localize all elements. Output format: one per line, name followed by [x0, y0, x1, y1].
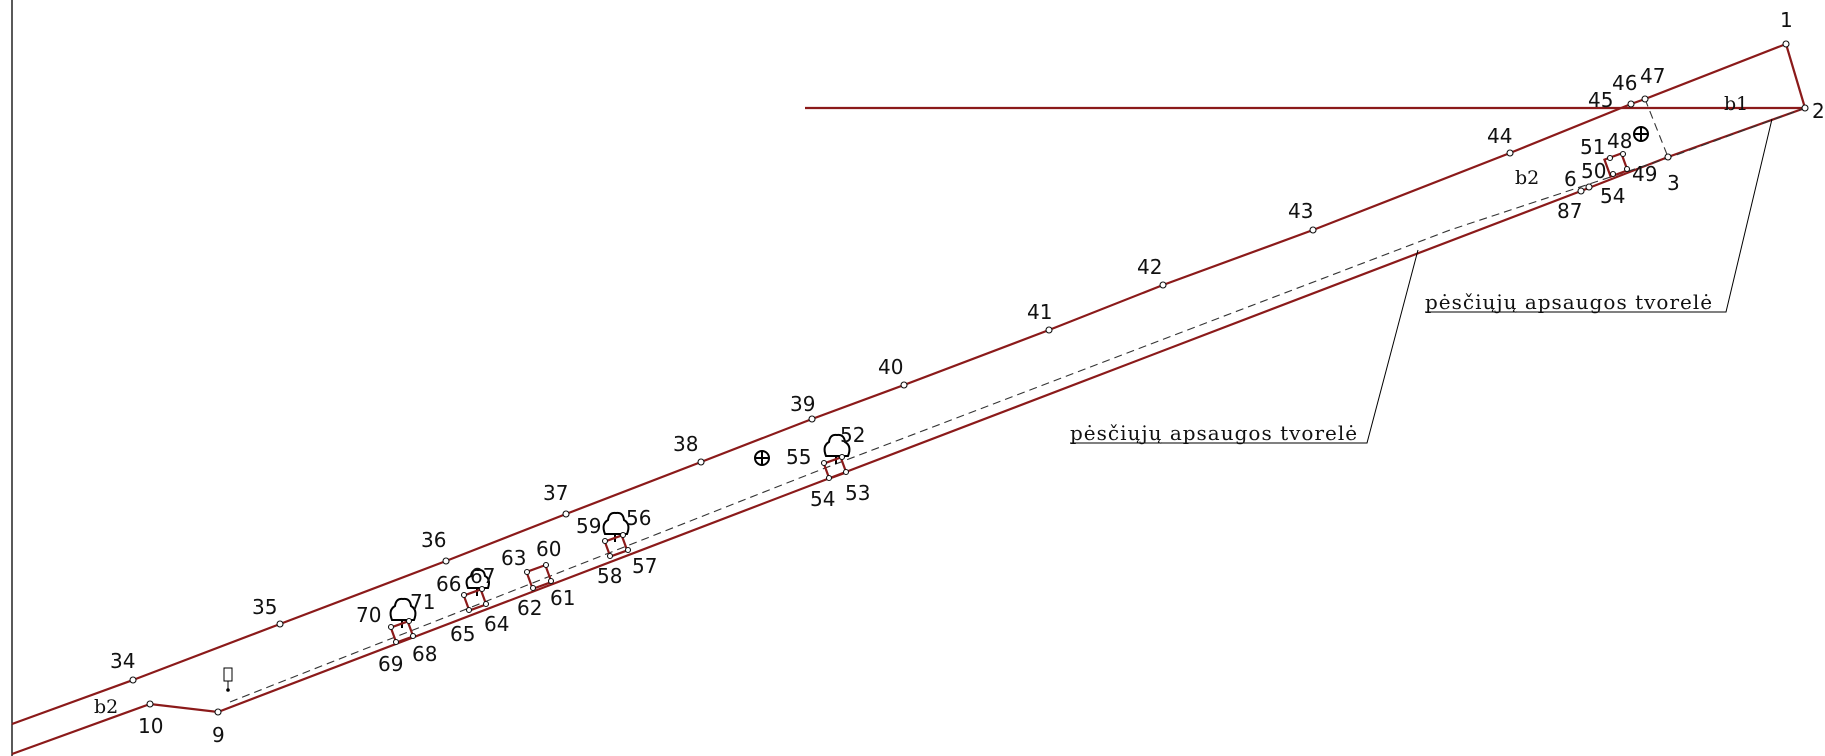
point-label-54a: 54	[1600, 184, 1625, 208]
point-label-37: 37	[543, 481, 568, 505]
point-label-58: 58	[597, 564, 622, 588]
callout-leader-upper	[1425, 118, 1773, 313]
callout-label-upper: pėsčiųjų apsaugos tvorelė	[1425, 290, 1713, 314]
point-label-49: 49	[1632, 162, 1657, 186]
point-label-39: 39	[790, 392, 815, 416]
point-label-52: 52	[840, 423, 865, 447]
point-label-68: 68	[412, 642, 437, 666]
point-label-51: 51	[1580, 135, 1605, 159]
point-marker-35	[276, 620, 284, 628]
object-square-48-51	[1603, 150, 1631, 178]
point-label-63: 63	[501, 546, 526, 570]
point-label-56: 56	[626, 506, 651, 530]
point-marker-38	[697, 458, 705, 466]
point-label-44: 44	[1487, 124, 1512, 148]
point-label-1: 1	[1780, 8, 1793, 32]
point-label-57: 57	[632, 554, 657, 578]
point-label-50: 50	[1581, 159, 1606, 183]
point-marker-41	[1045, 326, 1053, 334]
callout-leader-lower	[1070, 249, 1419, 444]
road-sign-symbol	[223, 667, 233, 692]
point-label-48: 48	[1607, 129, 1632, 153]
point-marker-87	[1577, 187, 1585, 195]
point-label-34: 34	[110, 649, 135, 673]
point-marker-42	[1159, 281, 1167, 289]
point-label-55: 55	[786, 445, 811, 469]
callout-label-lower: pėsčiųjų apsaugos tvorelė	[1070, 421, 1358, 445]
point-label-59: 59	[576, 514, 601, 538]
point-label-41: 41	[1027, 300, 1052, 324]
point-label-6: 6	[1564, 167, 1577, 191]
point-label-70: 70	[356, 603, 381, 627]
point-label-62: 62	[517, 596, 542, 620]
point-label-61: 61	[550, 586, 575, 610]
zone-label-b2-lower: b2	[94, 696, 118, 718]
point-marker-37	[562, 510, 570, 518]
point-marker-34	[129, 676, 137, 684]
zone-divider-dashed-line	[1644, 98, 1669, 158]
fence-dashed-line	[229, 107, 1806, 703]
point-label-3: 3	[1667, 171, 1680, 195]
point-label-42: 42	[1137, 255, 1162, 279]
object-square-60-63	[523, 561, 555, 592]
zone-label-b1: b1	[1724, 93, 1748, 115]
hydrant-symbol-middle	[754, 450, 770, 466]
point-label-36: 36	[421, 528, 446, 552]
point-label-46: 46	[1612, 71, 1637, 95]
point-label-54b: 54	[810, 487, 835, 511]
right-boundary-line	[1784, 43, 1807, 109]
point-label-40: 40	[878, 355, 903, 379]
point-marker-39	[808, 415, 816, 423]
zone-label-b2-upper: b2	[1515, 167, 1539, 189]
point-marker-47	[1641, 95, 1649, 103]
point-marker-9	[214, 708, 222, 716]
point-label-9: 9	[212, 723, 225, 747]
point-marker-44	[1506, 149, 1514, 157]
point-marker-43	[1309, 226, 1317, 234]
tree-object-52-55	[820, 433, 851, 482]
point-marker-3	[1664, 153, 1672, 161]
point-marker-6	[1585, 183, 1593, 191]
point-label-66: 66	[436, 572, 461, 596]
point-label-35: 35	[252, 595, 277, 619]
point-label-67: 67	[470, 564, 495, 588]
point-label-47: 47	[1640, 64, 1665, 88]
tree-object-68-71	[387, 597, 417, 646]
point-marker-2	[1801, 104, 1809, 112]
point-label-60: 60	[536, 537, 561, 561]
point-label-2: 2	[1812, 99, 1825, 123]
point-label-65: 65	[450, 622, 475, 646]
point-marker-1	[1782, 40, 1790, 48]
point-label-69: 69	[378, 652, 403, 676]
point-label-71: 71	[410, 590, 435, 614]
lower-boundary-segment	[11, 106, 1806, 756]
point-label-53: 53	[845, 481, 870, 505]
point-marker-10	[146, 700, 154, 708]
point-marker-36	[442, 557, 450, 565]
point-marker-40	[900, 381, 908, 389]
tree-object-64-67	[460, 568, 490, 614]
point-label-38: 38	[673, 432, 698, 456]
hydrant-symbol-upper	[1633, 126, 1649, 142]
point-label-64: 64	[484, 612, 509, 636]
point-label-45: 45	[1588, 88, 1613, 112]
boundary-point-markers	[129, 40, 1809, 716]
point-label-10: 10	[138, 714, 163, 738]
point-label-43: 43	[1288, 199, 1313, 223]
point-label-87: 87	[1557, 199, 1582, 223]
point-marker-45	[1627, 100, 1635, 108]
tree-object-56-59	[601, 511, 632, 560]
